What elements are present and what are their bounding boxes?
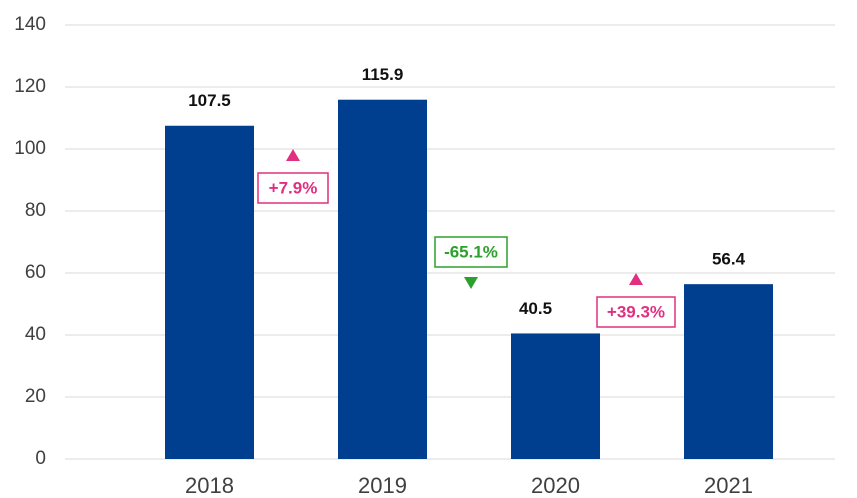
bar	[165, 125, 254, 459]
bar	[338, 99, 427, 460]
bar	[511, 333, 600, 459]
annotation-box	[596, 296, 676, 328]
annotation-label: +7.9%	[269, 178, 318, 197]
annotation-label: +39.3%	[607, 302, 665, 321]
annotation-box	[257, 172, 329, 204]
y-tick-label: 120	[14, 76, 46, 97]
y-tick-label: 140	[14, 14, 46, 35]
y-tick-label: 80	[25, 200, 46, 221]
x-tick-label: 2019	[358, 473, 407, 498]
y-tick-label: 100	[14, 138, 46, 159]
bar	[684, 284, 773, 459]
annotation-arrow	[629, 273, 643, 285]
data-label: 107.5	[188, 91, 231, 110]
data-label: 56.4	[712, 250, 746, 269]
annotation-arrow	[464, 277, 478, 289]
y-tick-label: 40	[25, 324, 46, 345]
y-tick-label: 60	[25, 262, 46, 283]
x-tick-label: 2020	[531, 473, 580, 498]
annotation-label: -65.1%	[444, 242, 498, 261]
y-tick-label: 20	[25, 386, 46, 407]
x-tick-label: 2021	[704, 473, 753, 498]
annotation-box	[434, 236, 508, 268]
x-tick-label: 2018	[185, 473, 234, 498]
data-label: 40.5	[519, 299, 552, 318]
y-tick-label: 0	[35, 448, 46, 469]
annotation-arrow	[286, 149, 300, 161]
data-label: 115.9	[362, 65, 404, 84]
